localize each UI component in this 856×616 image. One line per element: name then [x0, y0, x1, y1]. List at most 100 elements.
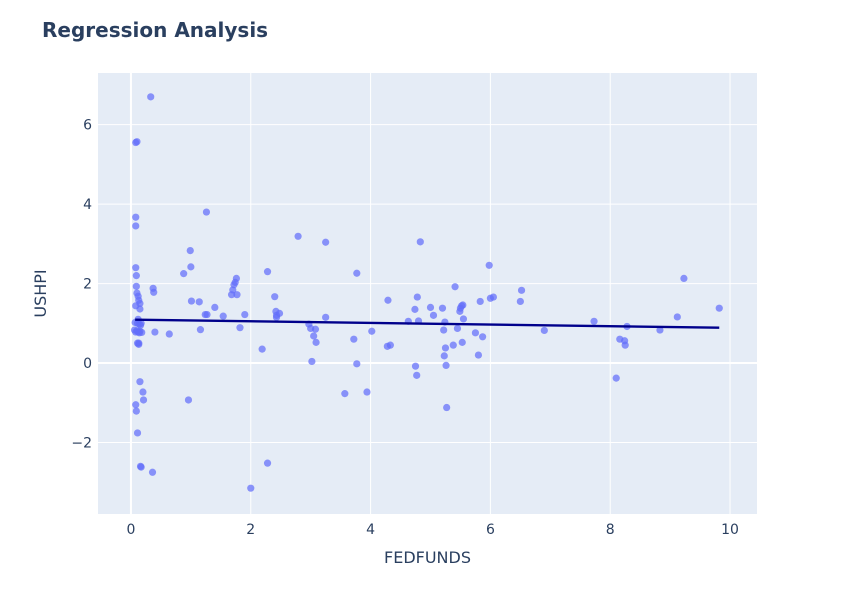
- data-point: [137, 319, 145, 327]
- data-point: [476, 297, 484, 306]
- data-point: [443, 403, 451, 412]
- data-point: [232, 274, 240, 283]
- data-point: [147, 93, 155, 101]
- data-point: [136, 299, 144, 308]
- data-point: [350, 335, 358, 343]
- data-point: [442, 361, 450, 370]
- data-point: [241, 310, 249, 319]
- data-point: [429, 311, 438, 319]
- data-point: [219, 312, 227, 320]
- data-point: [458, 338, 466, 346]
- data-point: [368, 327, 376, 335]
- data-point: [516, 297, 524, 306]
- data-point: [202, 208, 211, 216]
- regression-line-group: [135, 318, 720, 329]
- data-point: [386, 341, 394, 349]
- data-point: [135, 339, 143, 347]
- data-point: [139, 396, 148, 404]
- data-point: [411, 305, 419, 313]
- data-point: [136, 378, 144, 386]
- y-tick-label: 4: [83, 197, 92, 213]
- data-point: [138, 328, 146, 337]
- x-tick-label: 2: [246, 522, 255, 538]
- x-axis-label: FEDFUNDS: [384, 548, 471, 567]
- data-point: [517, 286, 526, 294]
- data-point: [471, 329, 480, 337]
- data-point: [148, 468, 157, 476]
- data-point: [485, 261, 493, 269]
- data-point: [590, 317, 598, 325]
- data-point: [540, 326, 548, 335]
- data-point: [322, 238, 330, 246]
- data-point: [132, 282, 140, 290]
- y-tick-label: 0: [83, 356, 92, 372]
- plot-area: [98, 73, 757, 514]
- data-point: [341, 390, 349, 398]
- data-point: [236, 324, 244, 332]
- data-point: [211, 303, 219, 312]
- data-point: [275, 309, 284, 317]
- data-point: [263, 459, 272, 467]
- data-point: [247, 484, 255, 492]
- data-point: [453, 324, 462, 333]
- data-point: [233, 291, 241, 299]
- data-point: [715, 304, 723, 312]
- data-point: [271, 293, 279, 301]
- data-point: [449, 341, 457, 349]
- data-point: [136, 305, 144, 313]
- data-point: [132, 407, 140, 415]
- x-tick-label: 10: [721, 522, 739, 538]
- data-point: [137, 463, 145, 471]
- data-point: [150, 288, 158, 296]
- data-point: [151, 328, 159, 336]
- data-point: [187, 263, 195, 271]
- data-point: [479, 333, 487, 341]
- y-axis-ticks: −2 0 2 4 6: [71, 118, 92, 452]
- y-tick-label: 6: [83, 118, 92, 134]
- data-point: [294, 232, 302, 240]
- data-point: [440, 352, 448, 360]
- data-point: [489, 293, 497, 301]
- data-point: [180, 270, 188, 278]
- x-tick-label: 8: [606, 522, 615, 538]
- data-point: [310, 332, 318, 340]
- data-point: [132, 401, 140, 409]
- regression-line: [135, 318, 720, 329]
- data-point: [474, 351, 483, 359]
- data-point: [384, 296, 392, 304]
- data-point: [133, 429, 142, 437]
- data-point: [322, 313, 330, 321]
- data-point: [184, 396, 193, 404]
- chart-title: Regression Analysis: [42, 18, 268, 42]
- data-point: [426, 303, 435, 312]
- data-point: [416, 238, 424, 246]
- data-point: [133, 138, 141, 146]
- x-axis-ticks: 0 2 4 6 8 10: [126, 522, 738, 538]
- scatter-points: [130, 93, 723, 492]
- data-point: [656, 326, 664, 334]
- data-point: [411, 362, 420, 370]
- data-point: [621, 341, 629, 349]
- data-point: [132, 272, 140, 280]
- grid-lines: [98, 73, 757, 514]
- data-point: [312, 338, 320, 346]
- data-point: [132, 222, 140, 230]
- data-point: [438, 304, 447, 312]
- x-tick-label: 0: [126, 522, 135, 538]
- y-tick-label: −2: [71, 435, 92, 451]
- data-point: [195, 298, 203, 306]
- data-point: [196, 326, 205, 334]
- data-point: [132, 264, 140, 272]
- data-point: [451, 283, 459, 291]
- data-point: [680, 274, 688, 283]
- data-point: [132, 213, 140, 221]
- data-point: [413, 371, 421, 379]
- data-point: [363, 388, 371, 396]
- data-point: [308, 357, 316, 366]
- data-point: [440, 326, 448, 334]
- data-point: [459, 301, 467, 309]
- data-point: [612, 374, 620, 382]
- data-point: [353, 269, 361, 277]
- data-point: [413, 293, 421, 301]
